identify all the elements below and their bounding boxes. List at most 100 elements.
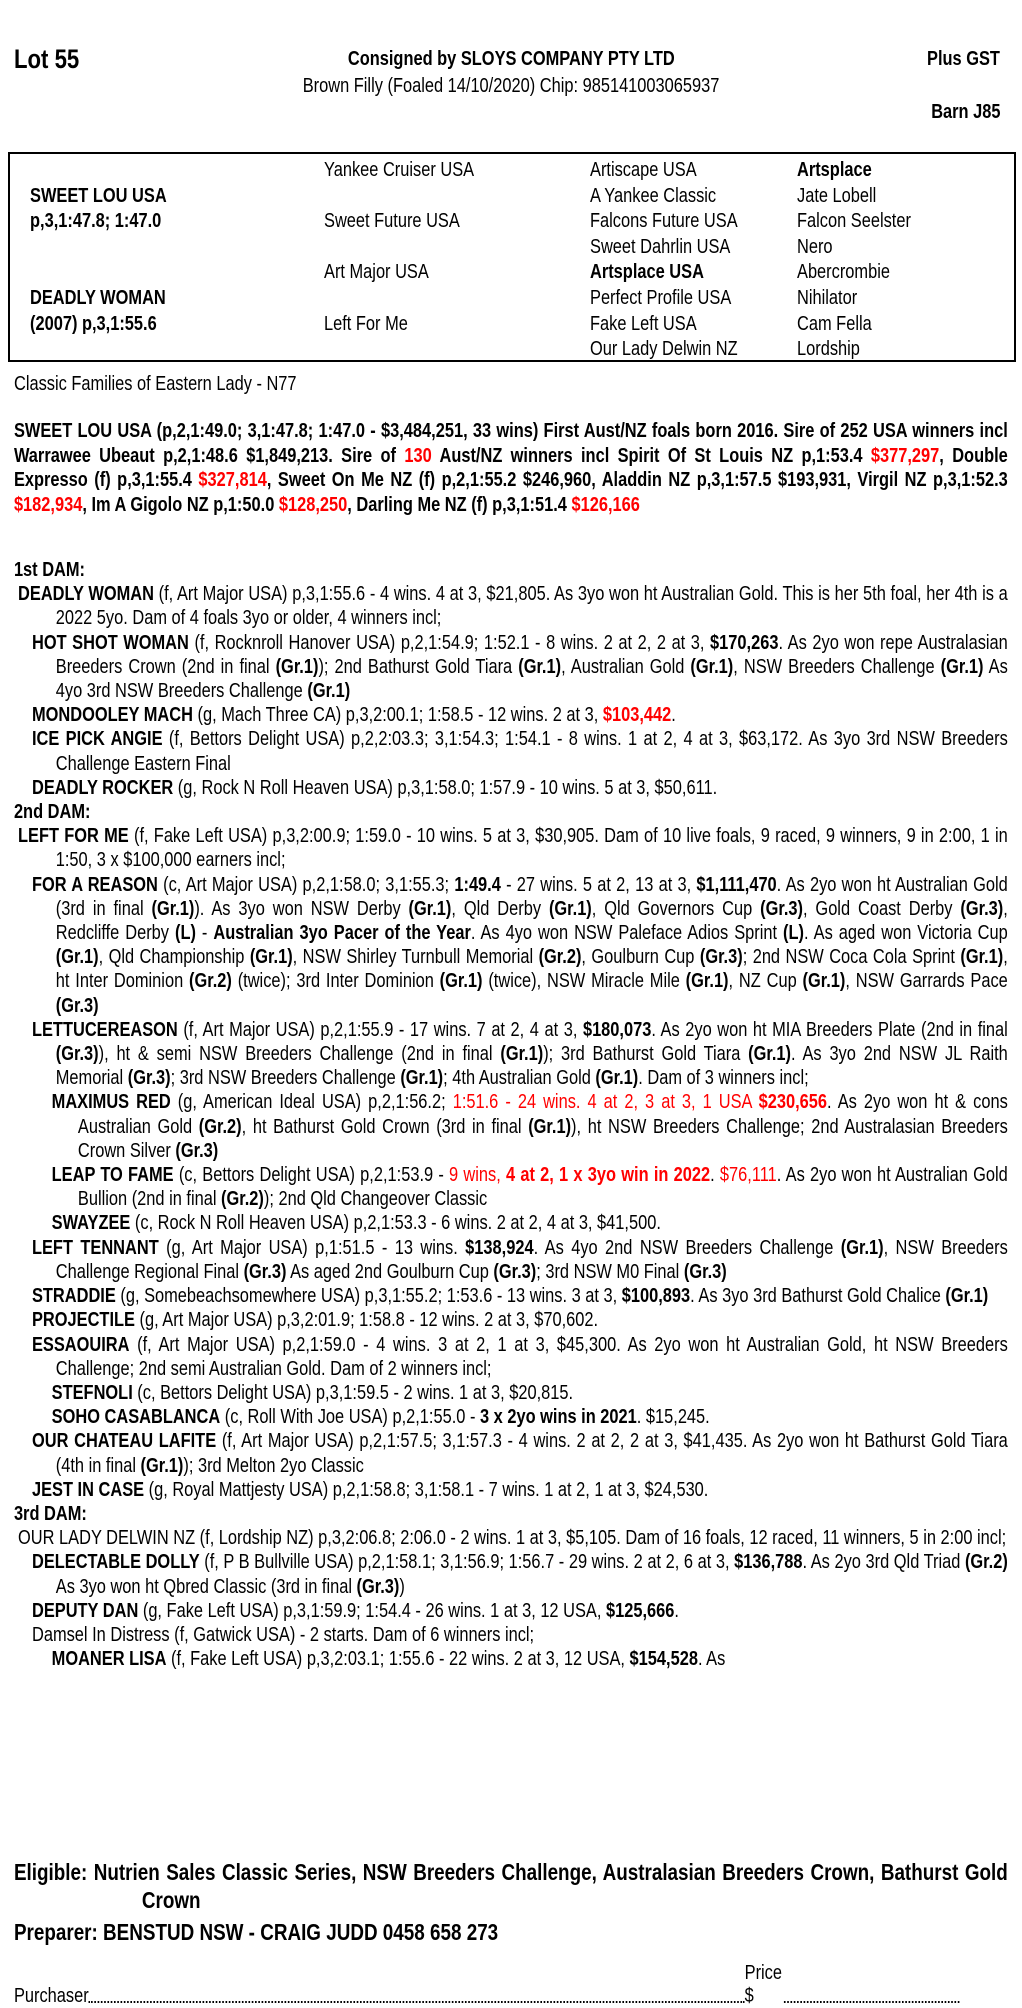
text-run: . $15,245. xyxy=(636,1406,710,1429)
bold-text: (Gr.1) xyxy=(500,1043,544,1066)
highlight-text: $230,656 xyxy=(758,1091,828,1114)
text-run: . As 2yo won ht Australian Gold Bullion … xyxy=(77,1164,1008,1211)
dam-section: 1st DAM: DEADLY WOMAN (f, Art Major USA) … xyxy=(0,558,1008,800)
great-grandparent-text: Fake Left USA xyxy=(590,312,697,335)
great-grandparent: Falcons Future USA xyxy=(590,209,797,235)
dam-name-text: DEADLY WOMAN xyxy=(30,286,166,309)
pedigree-entry: ICE PICK ANGIE (f, Bettors Delight USA) … xyxy=(0,727,1008,775)
text-run: ). As 3yo won NSW Derby xyxy=(194,897,409,920)
great-great-grandparent: Artsplace xyxy=(797,158,997,184)
text-run: , Qld Derby xyxy=(451,897,549,920)
bold-text: (L) xyxy=(174,922,196,945)
dam-section: 2nd DAM: LEFT FOR ME (f, Fake Left USA) p… xyxy=(0,800,1008,1502)
text-run: Aust/NZ winners incl Spirit Of St Louis … xyxy=(431,444,871,467)
pedigree-entry: STRADDIE (g, Somebeachsomewhere USA) p,3… xyxy=(0,1284,1008,1308)
bold-text: LETTUCEREASON xyxy=(31,1018,178,1041)
bold-text: (Gr.1) xyxy=(685,970,729,993)
lot-number-text: Lot 55 xyxy=(14,44,80,74)
pedigree-entry: LETTUCEREASON (f, Art Major USA) p,2,1:5… xyxy=(0,1018,1008,1091)
price-label: Price $ xyxy=(744,1962,782,2007)
bold-text: ESSAOUIRA xyxy=(31,1333,130,1356)
grandparent-text: Sweet Future USA xyxy=(324,210,460,233)
text-run: (c, Bettors Delight USA) p,3,1:59.5 - 2 … xyxy=(132,1381,574,1404)
great-grandparent: Fake Left USA xyxy=(590,312,797,338)
pedigree-entry: DELECTABLE DOLLY (f, P B Bullville USA) … xyxy=(0,1550,1008,1598)
great-grandparent-text: Artsplace USA xyxy=(590,261,704,284)
text-run: , Qld Championship xyxy=(98,946,250,969)
bold-text: MOANER LISA xyxy=(51,1648,167,1671)
text-run: (c, Roll With Joe USA) p,2,1:55.0 - xyxy=(220,1406,480,1429)
bold-text: JEST IN CASE xyxy=(31,1478,145,1501)
bold-text: (Gr.1) xyxy=(140,1454,184,1477)
bold-text: (Gr.1) xyxy=(307,680,351,703)
bold-text: (Gr.2) xyxy=(538,946,582,969)
text-run: . As 2yo won ht Australian Gold (3rd in … xyxy=(55,873,1008,920)
pedigree-entry: LEAP TO FAME (c, Bettors Delight USA) p,… xyxy=(0,1163,1008,1211)
great-great-grandparent-text: Cam Fella xyxy=(797,312,872,335)
bold-text: MAXIMUS RED xyxy=(51,1091,171,1114)
bold-text: $100,893 xyxy=(621,1285,691,1308)
bold-text: $138,924 xyxy=(465,1236,534,1259)
sire-record-text: p,3,1:47.8; 1:47.0 xyxy=(30,210,162,233)
gst-note-text: Plus GST xyxy=(927,48,1000,70)
bold-text: (Gr.1) xyxy=(439,970,483,993)
text-run: Damsel In Distress (f, Gatwick USA) - 2 … xyxy=(31,1623,535,1646)
text-run: (g, Mach Three CA) p,3,2:00.1; 1:58.5 - … xyxy=(192,704,603,727)
great-great-grandparent: Lordship xyxy=(797,337,997,363)
pedigree-entry: SOHO CASABLANCA (c, Roll With Joe USA) p… xyxy=(0,1405,1008,1429)
price-field[interactable] xyxy=(784,2001,960,2003)
great-grandparent-text: Our Lady Delwin NZ xyxy=(590,338,738,361)
bold-text: (Gr.3) xyxy=(55,1043,99,1066)
bold-text: $180,073 xyxy=(582,1018,652,1041)
bold-text: (Gr.1) xyxy=(151,897,195,920)
bold-text: (Gr.1) xyxy=(595,1067,639,1090)
bold-text: $136,788 xyxy=(734,1551,803,1574)
bold-text: (Gr.2) xyxy=(964,1551,1008,1574)
bold-text: (Gr.1) xyxy=(840,1236,884,1259)
bold-text: (Gr.3) xyxy=(356,1575,400,1598)
great-grandparent-text: Falcons Future USA xyxy=(590,210,738,233)
great-great-grandparent-text: Abercrombie xyxy=(797,261,890,284)
text-run: . As aged won Victoria Cup xyxy=(804,922,1008,945)
sire-name-text: SWEET LOU USA xyxy=(30,184,167,207)
bold-text: LEFT FOR ME xyxy=(18,825,129,848)
bold-text: MONDOOLEY MACH xyxy=(31,704,193,727)
text-run: . As 2yo won repe Australasian Breeders … xyxy=(55,631,1008,678)
bold-text: (Gr.1) xyxy=(249,946,293,969)
text-run: , NSW Shirley Turnbull Memorial xyxy=(292,946,539,969)
bold-text: Australian 3yo Pacer of the Year xyxy=(213,922,471,945)
bold-text: 1:49.4 xyxy=(454,873,501,896)
dam-name: DEADLY WOMAN xyxy=(30,286,324,312)
great-grandparent: Artiscape USA xyxy=(590,158,797,184)
text-run: (f, Fake Left USA) p,3,2:00.9; 1:59.0 - … xyxy=(55,825,1008,872)
bold-text: $154,528 xyxy=(629,1648,698,1671)
text-run: ); 2nd Qld Changeover Classic xyxy=(263,1188,488,1211)
text-run: ); 3rd Bathurst Gold Tiara xyxy=(543,1043,749,1066)
text-run: (g, Rock N Roll Heaven USA) p,3,1:58.0; … xyxy=(173,776,718,799)
text-run: (g, Art Major USA) p,3,2:01.9; 1:58.8 - … xyxy=(134,1309,599,1332)
pedigree-table: SWEET LOU USA p,3,1:47.8; 1:47.0 DEADLY WO… xyxy=(8,152,1016,362)
grandparent-text: Art Major USA xyxy=(324,261,429,284)
purchaser-field[interactable] xyxy=(88,2001,745,2003)
bold-text: LEAP TO FAME xyxy=(51,1164,174,1187)
great-grandparent: Perfect Profile USA xyxy=(590,286,797,312)
text-run: As 3yo won ht Qbred Classic (3rd in fina… xyxy=(55,1575,357,1598)
sire-summary: SWEET LOU USA (p,2,1:49.0; 3,1:47.8; 1:4… xyxy=(0,419,1008,517)
text-run: (f, Fake Left USA) p,3,2:03.1; 1:55.6 - … xyxy=(166,1648,630,1671)
pedigree-entry: DEADLY WOMAN (f, Art Major USA) p,3,1:55… xyxy=(0,582,1008,630)
bold-text: OUR CHATEAU LAFITE xyxy=(31,1430,217,1453)
text-run: (f, Rocknroll Hanover USA) p,2,1:54.9; 1… xyxy=(188,631,711,654)
bold-text: (Gr.1) xyxy=(275,655,319,678)
highlight-text: 1:51.6 - 24 wins. 4 at 2, 3 at 3, 1 USA xyxy=(452,1091,759,1114)
text-run: , NSW Breeders Challenge Regional Final xyxy=(55,1236,1008,1283)
text-run: . As 2yo won ht & cons Australian Gold xyxy=(77,1091,1008,1138)
dam-record-text: (2007) p,3,1:55.6 xyxy=(30,312,157,335)
family-line: Classic Families of Eastern Lady - N77 xyxy=(14,373,359,396)
text-run: ); 2nd Bathurst Gold Tiara xyxy=(318,655,519,678)
text-run: . xyxy=(674,1599,679,1622)
bold-text: (Gr.2) xyxy=(198,1115,242,1138)
text-run: . As 4yo 2nd NSW Breeders Challenge xyxy=(533,1236,841,1259)
text-run: , Goulburn Cup xyxy=(581,946,700,969)
text-run: . As 4yo won NSW Paleface Adios Sprint xyxy=(470,922,784,945)
text-run: . Dam of 3 winners incl; xyxy=(638,1067,809,1090)
